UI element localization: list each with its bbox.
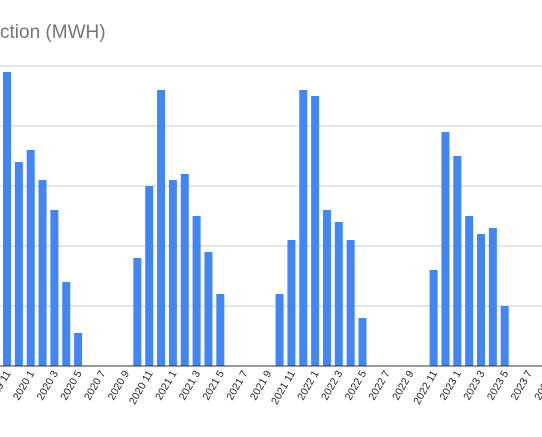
x-tick-label: 2020 7 <box>82 368 109 402</box>
x-tick-label: 2022 1 <box>295 368 322 402</box>
chart-title: ction (MWH) <box>0 22 106 43</box>
bar <box>477 234 485 366</box>
bar <box>322 210 331 366</box>
bar <box>192 216 201 366</box>
x-tick-label: 2021 3 <box>177 368 204 402</box>
bar <box>346 240 355 366</box>
bar <box>500 306 509 366</box>
bar <box>3 72 11 366</box>
bar <box>441 132 450 366</box>
bar <box>334 222 343 366</box>
bar-series <box>3 72 509 366</box>
x-tick-label: 2020 3 <box>35 368 62 402</box>
bar <box>216 294 225 366</box>
x-tick-label: 2023 5 <box>485 368 512 402</box>
bar <box>465 216 474 366</box>
x-tick-label: 2020 5 <box>58 368 85 402</box>
bar <box>38 180 47 366</box>
x-tick-label: 2023 1 <box>437 368 464 402</box>
bar <box>358 318 367 366</box>
bar <box>145 186 154 366</box>
x-tick-label: 2019 11 <box>0 368 14 406</box>
bar <box>62 282 71 366</box>
x-tick-label: 2020 1 <box>11 368 38 402</box>
bar <box>50 210 59 366</box>
bar <box>311 96 320 366</box>
gridlines <box>0 65 542 307</box>
x-tick-label: 2021 1 <box>153 368 180 402</box>
x-tick-label: 2022 7 <box>366 368 393 402</box>
bar <box>275 294 284 366</box>
bar <box>204 252 213 366</box>
bar <box>287 240 296 366</box>
x-tick-label: 2023 9 <box>532 368 542 402</box>
x-tick-label: 2022 3 <box>319 368 346 402</box>
bar <box>168 180 177 366</box>
x-tick-label: 2023 3 <box>461 368 488 402</box>
bar <box>488 228 497 366</box>
bar <box>26 150 35 366</box>
bar <box>453 156 462 366</box>
bar <box>157 90 166 366</box>
bar <box>429 270 438 366</box>
bar <box>180 174 189 366</box>
x-tick-label: 2021 5 <box>200 368 227 402</box>
bar <box>14 162 23 366</box>
x-tick-label: 2021 7 <box>224 368 251 402</box>
bar <box>299 90 308 366</box>
bar <box>133 258 142 366</box>
x-tick-label: 2023 7 <box>509 368 536 402</box>
bar <box>74 333 83 366</box>
x-tick-label: 2022 5 <box>343 368 370 402</box>
